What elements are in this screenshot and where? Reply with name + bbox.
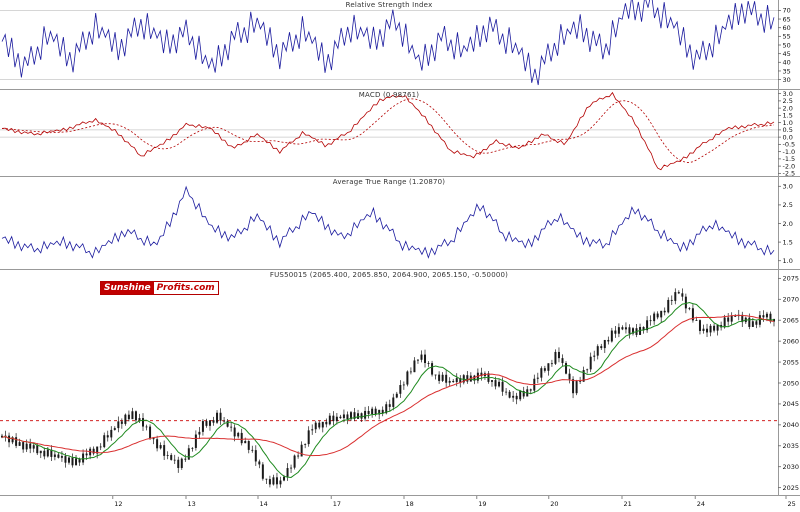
x-axis-labels: 12 13 14 17 18 19 20 21 24 25 — [112, 496, 796, 508]
svg-text:13: 13 — [188, 500, 196, 508]
price-panel-title: FUS50015 (2065.400, 2065.850, 2064.900, … — [269, 271, 509, 279]
svg-text:-2.5: -2.5 — [783, 170, 796, 177]
svg-text:2070: 2070 — [783, 296, 800, 304]
sunshineprofits-logo: Sunshine Profits.com — [100, 281, 219, 295]
svg-text:2.5: 2.5 — [783, 201, 793, 209]
svg-text:1.0: 1.0 — [783, 119, 793, 127]
svg-text:40: 40 — [783, 59, 791, 67]
svg-text:2025: 2025 — [783, 484, 800, 492]
macd-plot: 3.02.52.01.51.00.50.0-0.5-1.0-1.5-2.0-2.… — [0, 90, 800, 177]
svg-text:2040: 2040 — [783, 421, 800, 429]
svg-text:2065: 2065 — [783, 317, 800, 325]
svg-text:0.5: 0.5 — [783, 126, 793, 134]
price-plot: 2075 2070 2065 2060 2055 2050 2045 2040 2035 2030… — [0, 270, 800, 496]
svg-text:21: 21 — [624, 500, 632, 508]
svg-text:2030: 2030 — [783, 463, 800, 471]
svg-text:2.0: 2.0 — [783, 220, 793, 228]
svg-text:45: 45 — [783, 50, 791, 58]
x-axis: 12 13 14 17 18 19 20 21 24 25 — [0, 496, 800, 512]
svg-text:35: 35 — [783, 67, 791, 75]
svg-text:2045: 2045 — [783, 400, 800, 408]
svg-text:55: 55 — [783, 33, 791, 41]
svg-text:2.5: 2.5 — [783, 97, 793, 105]
atr-panel: 3.0 2.5 2.0 1.5 1.0 Average True Range (1.20… — [0, 177, 800, 270]
svg-text:2075: 2075 — [783, 275, 800, 283]
svg-text:-1.0: -1.0 — [783, 148, 796, 156]
svg-text:2060: 2060 — [783, 337, 800, 345]
macd-panel: 3.0 2.5 2.0 1.5 1.0 0.5 0.0 -0.5 -1.0 -1.5 -2.0 -2.… — [0, 90, 800, 177]
logo-sunshine-text: Sunshine — [101, 282, 154, 294]
rsi-panel-title: Relative Strength Index — [345, 1, 433, 9]
svg-text:0.0: 0.0 — [783, 133, 793, 141]
svg-text:-0.5: -0.5 — [783, 141, 796, 149]
svg-text:19: 19 — [478, 500, 486, 508]
svg-text:12: 12 — [114, 500, 122, 508]
svg-text:24: 24 — [697, 500, 705, 508]
svg-text:1.5: 1.5 — [783, 112, 793, 120]
svg-text:17: 17 — [333, 500, 341, 508]
svg-text:65: 65 — [783, 15, 791, 23]
svg-text:14: 14 — [260, 500, 268, 508]
svg-text:3.0: 3.0 — [783, 90, 793, 98]
logo-profits-text: Profits.com — [153, 282, 218, 294]
atr-panel-title: Average True Range (1.20870) — [332, 178, 446, 186]
svg-text:2050: 2050 — [783, 379, 800, 387]
macd-panel-title: MACD (0.98761) — [358, 91, 420, 99]
svg-text:30: 30 — [783, 76, 791, 84]
svg-text:25: 25 — [788, 500, 796, 508]
svg-text:1.5: 1.5 — [783, 238, 793, 246]
svg-text:20: 20 — [550, 500, 558, 508]
svg-text:-1.5: -1.5 — [783, 155, 796, 163]
svg-text:70: 70 — [783, 7, 791, 15]
svg-text:50: 50 — [783, 41, 791, 49]
svg-text:2035: 2035 — [783, 442, 800, 450]
svg-text:1.0: 1.0 — [783, 257, 793, 265]
svg-text:2.0: 2.0 — [783, 104, 793, 112]
svg-text:18: 18 — [406, 500, 414, 508]
rsi-panel: 70 65 60 55 50 45 40 35 30 Relative Strength Ind… — [0, 0, 800, 90]
svg-text:-2.0: -2.0 — [783, 162, 796, 170]
svg-text:3.0: 3.0 — [783, 183, 793, 191]
svg-text:2055: 2055 — [783, 358, 800, 366]
price-panel: 2075 2070 2065 2060 2055 2050 2045 2040 2035 2030… — [0, 270, 800, 496]
atr-plot: 3.0 2.5 2.0 1.5 1.0 — [0, 177, 800, 270]
svg-text:60: 60 — [783, 24, 791, 32]
